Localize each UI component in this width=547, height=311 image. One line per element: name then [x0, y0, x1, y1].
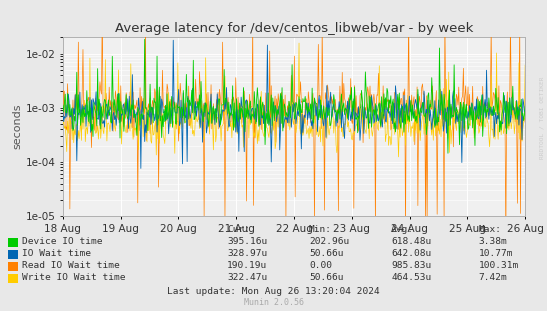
- Text: 642.08u: 642.08u: [391, 249, 432, 258]
- Text: Cur:: Cur:: [227, 225, 250, 234]
- Text: 3.38m: 3.38m: [479, 238, 508, 246]
- Text: IO Wait time: IO Wait time: [22, 249, 91, 258]
- Text: 395.16u: 395.16u: [227, 238, 267, 246]
- Text: Munin 2.0.56: Munin 2.0.56: [243, 298, 304, 307]
- Text: 328.97u: 328.97u: [227, 249, 267, 258]
- Text: 100.31m: 100.31m: [479, 261, 519, 270]
- Text: RRDTOOL / TOBI OETIKER: RRDTOOL / TOBI OETIKER: [539, 77, 544, 160]
- Text: 50.66u: 50.66u: [309, 273, 344, 282]
- Text: Min:: Min:: [309, 225, 332, 234]
- Text: 202.96u: 202.96u: [309, 238, 350, 246]
- Text: Device IO time: Device IO time: [22, 238, 103, 246]
- Text: Read IO Wait time: Read IO Wait time: [22, 261, 120, 270]
- Text: 190.19u: 190.19u: [227, 261, 267, 270]
- Text: 7.42m: 7.42m: [479, 273, 508, 282]
- Text: Write IO Wait time: Write IO Wait time: [22, 273, 126, 282]
- Title: Average latency for /dev/centos_libweb/var - by week: Average latency for /dev/centos_libweb/v…: [115, 22, 473, 35]
- Text: 50.66u: 50.66u: [309, 249, 344, 258]
- Text: 464.53u: 464.53u: [391, 273, 432, 282]
- Text: Avg:: Avg:: [391, 225, 414, 234]
- Text: 10.77m: 10.77m: [479, 249, 513, 258]
- Text: 322.47u: 322.47u: [227, 273, 267, 282]
- Y-axis label: seconds: seconds: [13, 104, 22, 150]
- Text: Last update: Mon Aug 26 13:20:04 2024: Last update: Mon Aug 26 13:20:04 2024: [167, 287, 380, 296]
- Text: Max:: Max:: [479, 225, 502, 234]
- Text: 985.83u: 985.83u: [391, 261, 432, 270]
- Text: 618.48u: 618.48u: [391, 238, 432, 246]
- Text: 0.00: 0.00: [309, 261, 332, 270]
